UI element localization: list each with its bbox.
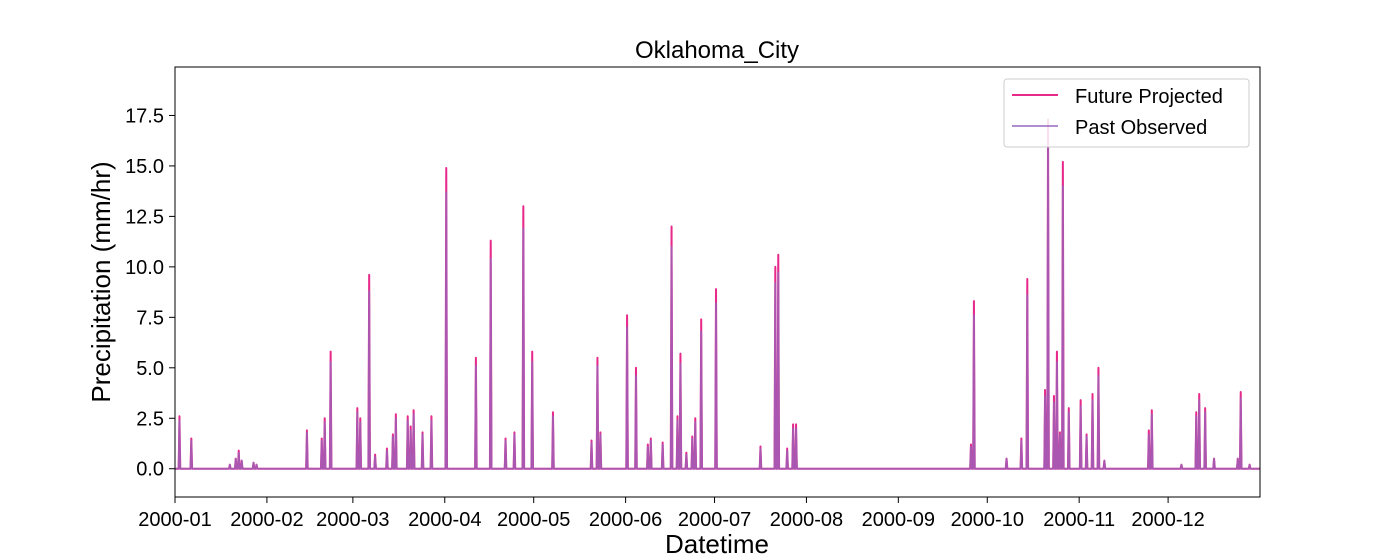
legend-box [1003,78,1250,148]
series-line-past-observed [175,144,1260,470]
x-tick-label: 2000-10 [951,509,1024,531]
chart-title: Oklahoma_City [635,37,799,64]
y-tick-label: 5.0 [136,358,164,380]
x-tick-label: 2000-05 [497,509,570,531]
x-tick-label: 2000-01 [138,509,211,531]
legend-label-past-observed: Past Observed [1075,117,1207,139]
series-layer [175,118,1260,470]
legend-label-future-projected: Future Projected [1075,86,1223,108]
y-tick-label: 2.5 [136,408,164,430]
x-tick-label: 2000-03 [316,509,389,531]
x-tick-label: 2000-04 [408,509,481,531]
x-tick-label: 2000-02 [230,509,303,531]
x-tick-label: 2000-09 [862,509,935,531]
x-axis-ticks: 2000-01 2000-02 2000-03 2000-04 2000-05 2000-… [138,497,1205,531]
x-tick-label: 2000-11 [1043,509,1115,531]
x-tick-label: 2000-08 [770,509,843,531]
x-tick-label: 2000-12 [1131,509,1204,531]
plot-frame [174,66,1261,498]
y-axis-label: Precipitation (mm/hr) [86,161,116,402]
y-tick-label: 15.0 [125,156,164,178]
y-tick-label: 17.5 [125,105,164,127]
y-tick-label: 10.0 [125,257,164,279]
y-tick-label: 0.0 [136,459,164,481]
y-tick-label: 7.5 [136,307,164,329]
x-axis-label: Datetime [665,529,769,559]
x-tick-label: 2000-07 [678,509,751,531]
x-tick-label: 2000-06 [589,509,662,531]
y-axis-ticks: 0.0 2.5 5.0 7.5 10.0 12.5 15.0 17.5 [125,105,175,481]
y-tick-label: 12.5 [125,206,164,228]
legend: Future Projected Past Observed [1003,78,1250,148]
